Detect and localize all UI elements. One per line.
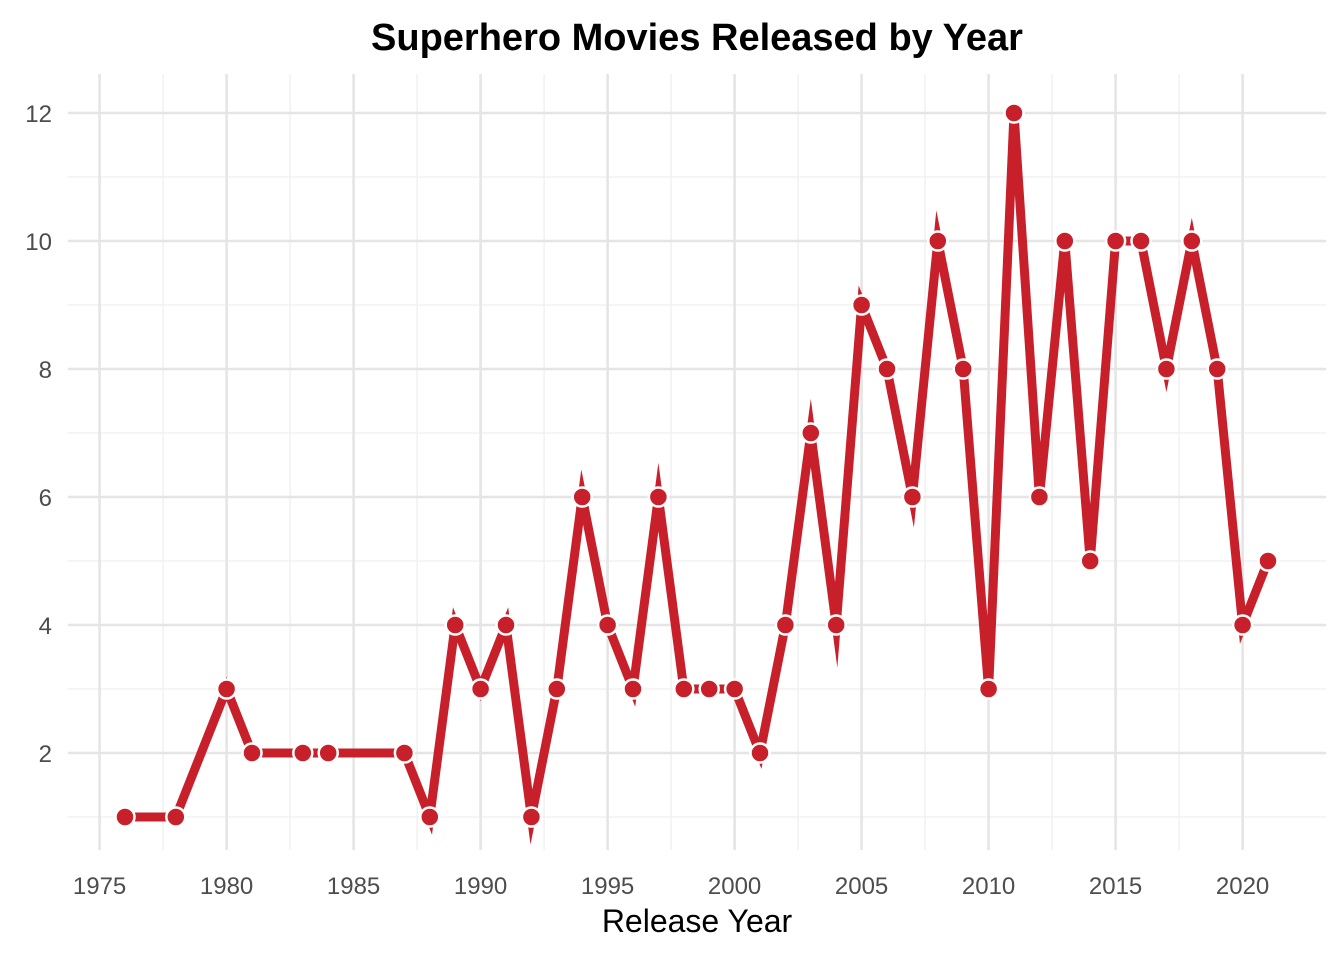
- x-tick-label: 2015: [1089, 873, 1142, 900]
- data-point: [1257, 550, 1279, 572]
- data-point: [1206, 358, 1228, 380]
- data-point: [723, 678, 746, 700]
- y-tick-label: 2: [39, 741, 52, 768]
- data-point: [215, 678, 238, 700]
- data-point: [571, 486, 593, 508]
- data-point: [952, 358, 974, 380]
- data-point: [1003, 102, 1025, 124]
- y-tick-label: 4: [39, 613, 52, 640]
- data-point: [850, 294, 873, 316]
- data-point: [1181, 230, 1203, 252]
- data-point: [114, 806, 136, 828]
- data-points: [114, 102, 1279, 828]
- data-point: [1130, 230, 1152, 252]
- data-point: [927, 230, 949, 252]
- data-point: [876, 358, 898, 380]
- data-point: [1054, 230, 1076, 252]
- data-point: [774, 614, 797, 636]
- data-point: [825, 614, 847, 636]
- data-point: [647, 486, 670, 508]
- data-point: [444, 614, 466, 636]
- data-point: [1231, 614, 1254, 636]
- data-point: [596, 614, 619, 636]
- data-point: [1155, 358, 1178, 380]
- x-tick-label: 2005: [835, 873, 888, 900]
- y-tick-label: 10: [25, 229, 52, 256]
- data-point: [622, 678, 644, 700]
- data-point: [546, 678, 568, 700]
- y-axis-ticks: 2 4 6 8 10 12: [25, 101, 52, 768]
- x-axis-ticks: 1975 1980 1985 1990 1995 2000 2005 2010 2015 2020: [73, 873, 1269, 900]
- y-tick-label: 12: [25, 101, 52, 128]
- data-point: [469, 678, 492, 700]
- data-point: [495, 614, 517, 636]
- data-point: [1104, 230, 1127, 252]
- x-tick-label: 1995: [581, 873, 634, 900]
- data-point: [901, 486, 924, 508]
- data-point: [698, 678, 720, 700]
- data-point: [419, 806, 441, 828]
- data-point: [673, 678, 695, 700]
- x-tick-label: 2000: [708, 873, 761, 900]
- x-tick-label: 2020: [1216, 873, 1269, 900]
- data-point: [241, 742, 263, 764]
- data-point: [749, 742, 771, 764]
- data-point: [165, 806, 187, 828]
- x-tick-label: 1980: [200, 873, 253, 900]
- data-point: [317, 742, 339, 764]
- chart-title: Superhero Movies Released by Year: [371, 17, 1023, 59]
- data-point: [977, 678, 1000, 700]
- data-point: [393, 742, 416, 764]
- y-tick-label: 6: [39, 485, 52, 512]
- data-point: [1079, 550, 1101, 572]
- data-point: [800, 422, 822, 444]
- x-axis-label: Release Year: [602, 903, 793, 939]
- x-tick-label: 1975: [73, 873, 126, 900]
- x-tick-label: 1990: [454, 873, 507, 900]
- data-point: [1028, 486, 1051, 508]
- y-tick-label: 8: [39, 357, 52, 384]
- gridlines: [68, 74, 1326, 850]
- data-point: [520, 806, 543, 828]
- x-tick-label: 2010: [962, 873, 1015, 900]
- data-point: [292, 742, 314, 764]
- x-tick-label: 1985: [327, 873, 380, 900]
